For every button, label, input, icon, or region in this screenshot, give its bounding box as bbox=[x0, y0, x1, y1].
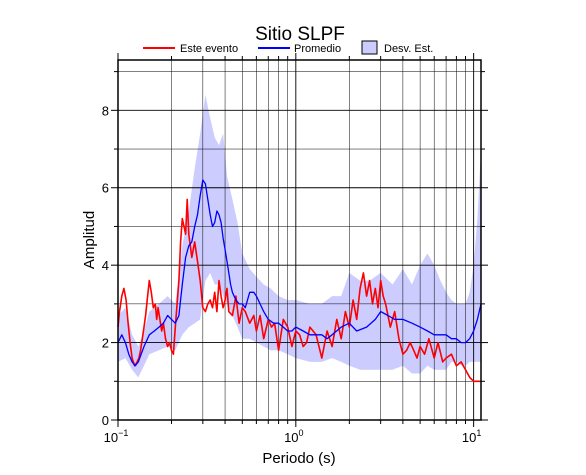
std-band-layer bbox=[118, 94, 481, 378]
series-line-promedio bbox=[117, 179, 482, 367]
y-tick-label: 4 bbox=[102, 258, 109, 273]
legend: Este evento Promedio Desv. Est. bbox=[143, 40, 433, 55]
y-tick-label: 6 bbox=[102, 181, 109, 196]
legend-label-desv-est: Desv. Est. bbox=[384, 43, 433, 55]
series-line-este-evento bbox=[117, 198, 481, 383]
y-tick-labels: 0 2 4 6 8 bbox=[102, 103, 109, 428]
x-tick-label: 101 bbox=[462, 428, 481, 445]
legend-label-promedio: Promedio bbox=[294, 43, 341, 55]
legend-swatch-desv-est bbox=[361, 40, 378, 55]
std-band bbox=[118, 94, 481, 378]
chart-title: Sitio SLPF bbox=[255, 24, 345, 45]
x-tick-label: 100 bbox=[284, 428, 303, 445]
y-tick-label: 8 bbox=[102, 103, 109, 118]
y-tick-label: 0 bbox=[102, 413, 109, 428]
x-axis-title: Periodo (s) bbox=[262, 450, 335, 467]
x-tick-labels: 10−1 100 101 bbox=[104, 428, 482, 445]
legend-label-este-evento: Este evento bbox=[180, 43, 238, 55]
tick-layer bbox=[111, 53, 488, 427]
x-tick-label: 10−1 bbox=[104, 428, 129, 445]
plot-frame bbox=[117, 59, 482, 421]
y-tick-label: 2 bbox=[102, 336, 109, 351]
y-axis-title: Amplitud bbox=[81, 211, 98, 269]
series-layer bbox=[117, 179, 482, 383]
